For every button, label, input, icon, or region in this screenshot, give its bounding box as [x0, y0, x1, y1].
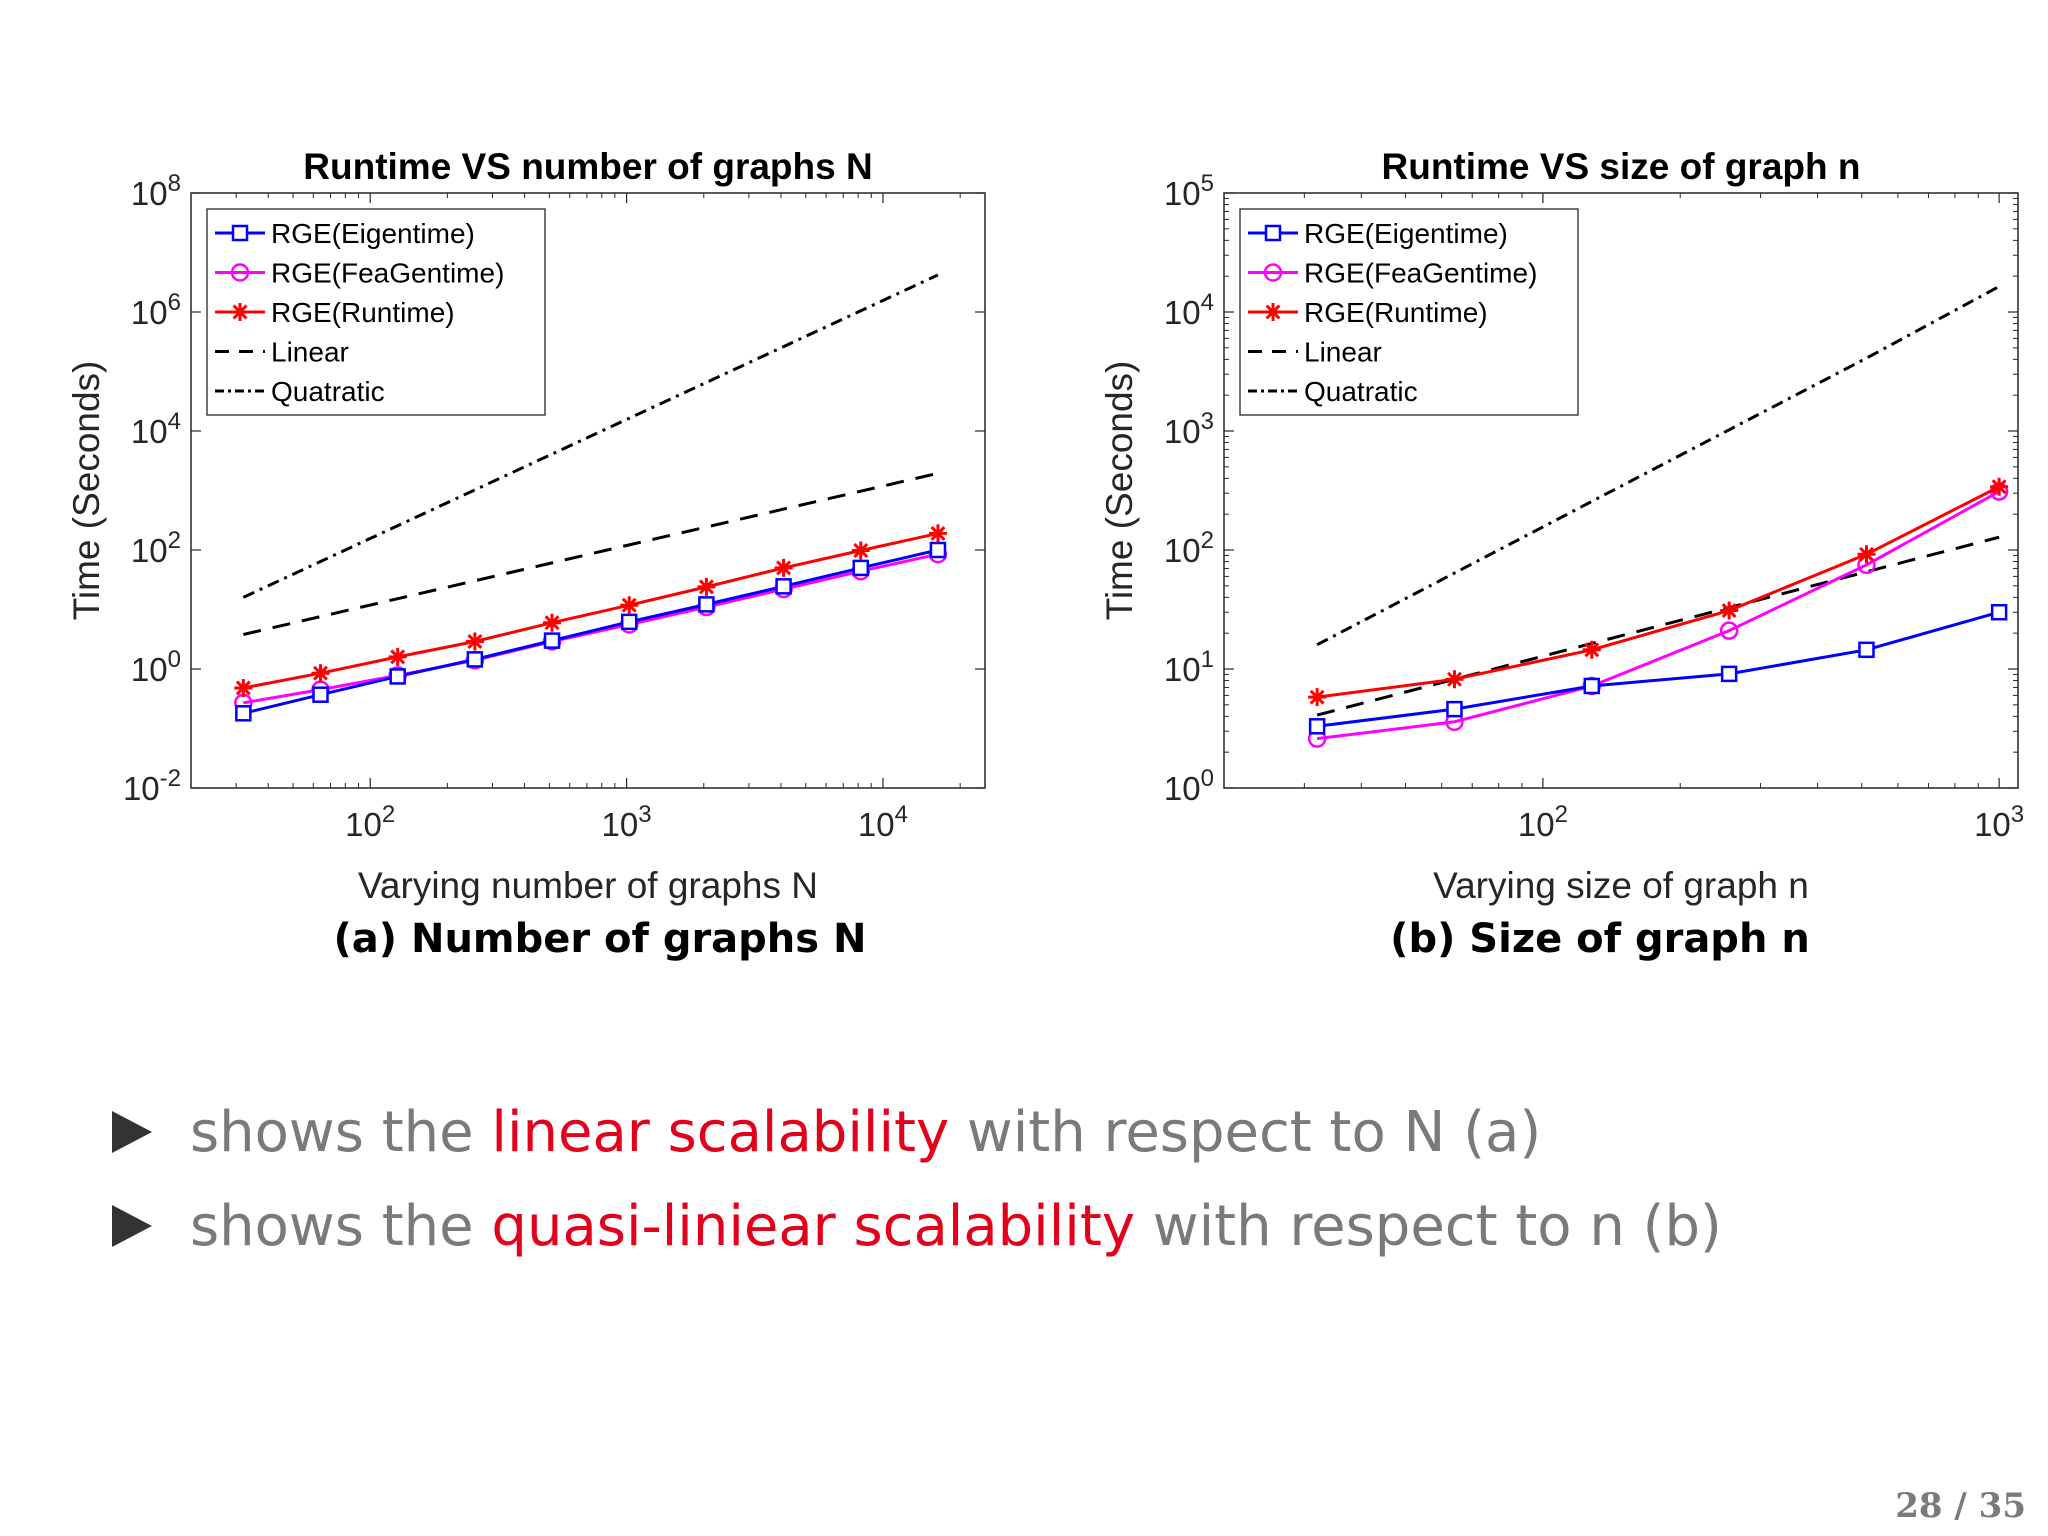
y-axis-label: Time (Seconds)	[1099, 361, 1140, 621]
legend-label: Quatratic	[271, 376, 385, 407]
y-tick-label: 104	[1164, 289, 1214, 331]
bullet-prefix: shows the	[190, 1099, 492, 1165]
series-line-RGE(Eigentime)	[242, 548, 939, 715]
series-line-Quatratic	[242, 273, 939, 599]
legend-marker	[1264, 224, 1282, 242]
data-point-RGE(Eigentime)	[389, 668, 406, 685]
x-tick-label: 102	[345, 801, 395, 843]
bullet-item: shows the quasi-liniear scalability with…	[112, 1179, 1722, 1273]
data-point-RGE(Eigentime)	[775, 578, 792, 595]
y-tick-label: 102	[131, 527, 181, 569]
data-point-RGE(Runtime)	[928, 524, 947, 543]
legend-label: RGE(Eigentime)	[1304, 218, 1508, 249]
chart-b: 102 103 100 101 102 103 104 105 Runtime VS size …	[1099, 146, 2024, 906]
data-point-RGE(Eigentime)	[235, 705, 252, 722]
series-line-RGE(Eigentime)	[1316, 610, 2000, 728]
data-point-RGE(Runtime)	[1308, 688, 1327, 707]
bullet-list: shows the linear scalability with respec…	[112, 1085, 1722, 1273]
data-point-RGE(Runtime)	[1445, 670, 1464, 689]
data-point-RGE(Eigentime)	[620, 613, 638, 631]
y-tick-label: 103	[1164, 408, 1214, 450]
legend-marker	[1263, 263, 1283, 282]
data-point-RGE(Eigentime)	[852, 559, 870, 577]
data-point-RGE(Eigentime)	[1446, 700, 1463, 718]
legend-label: RGE(Runtime)	[1304, 297, 1488, 328]
x-axis-label: Varying size of graph n	[1433, 865, 1809, 906]
data-point-RGE(Runtime)	[1990, 477, 2009, 496]
series-line-RGE(Runtime)	[1316, 485, 2000, 699]
bullet-highlight: quasi-liniear scalability	[491, 1193, 1135, 1259]
data-point-RGE(Runtime)	[620, 596, 639, 615]
y-axis-label: Time (Seconds)	[66, 361, 107, 621]
x-tick-label: 103	[1974, 801, 2024, 843]
data-point-RGE(Runtime)	[388, 647, 407, 666]
data-point-RGE(Runtime)	[1720, 601, 1739, 620]
y-tick-label: 108	[131, 170, 181, 212]
legend-label: RGE(Eigentime)	[271, 218, 475, 249]
legend-marker	[231, 303, 249, 321]
page-number: 28 / 35	[1895, 1486, 2026, 1526]
y-tick-label: 105	[1164, 170, 1214, 212]
bullet-prefix: shows the	[190, 1193, 492, 1259]
y-tick-label: 104	[131, 408, 181, 450]
x-tick-label: 103	[602, 801, 652, 843]
legend-label: RGE(FeaGentime)	[1304, 258, 1537, 289]
y-tick-label: 101	[1164, 646, 1214, 688]
legend-label: RGE(Runtime)	[271, 297, 455, 328]
legend-label: RGE(FeaGentime)	[271, 258, 504, 289]
legend-marker	[230, 263, 250, 282]
data-point-RGE(Runtime)	[465, 632, 484, 651]
bullet-item: shows the linear scalability with respec…	[112, 1085, 1722, 1179]
legend-marker	[231, 224, 249, 242]
plot-frame	[190, 192, 986, 789]
triangle-bullet-icon	[112, 1111, 152, 1153]
data-point-RGE(Eigentime)	[543, 632, 561, 649]
caption-b: (b) Size of graph n	[1390, 916, 1810, 962]
data-point-RGE(Eigentime)	[466, 651, 484, 668]
data-point-RGE(Eigentime)	[1720, 665, 1738, 683]
series-line-RGE(Runtime)	[243, 531, 939, 690]
data-point-RGE(Runtime)	[1582, 640, 1601, 659]
y-tick-label: 100	[131, 646, 181, 688]
data-point-RGE(Eigentime)	[929, 541, 947, 559]
legend-label: Quatratic	[1304, 376, 1418, 407]
data-point-RGE(Eigentime)	[698, 596, 715, 613]
y-tick-label: 100	[1164, 765, 1214, 807]
bullet-suffix: with respect to N (a)	[949, 1099, 1542, 1165]
x-tick-label: 104	[858, 801, 908, 843]
bullet-highlight: linear scalability	[491, 1099, 950, 1165]
data-point-RGE(Eigentime)	[1583, 677, 1601, 695]
series-line-RGE(FeaGentime)	[1316, 490, 2000, 741]
chart-title: Runtime VS size of graph n	[1382, 146, 1861, 187]
x-tick-label: 102	[1518, 801, 1568, 843]
legend-label: Linear	[1304, 337, 1382, 368]
data-point-RGE(Eigentime)	[312, 686, 329, 703]
data-point-RGE(Eigentime)	[1990, 603, 2008, 621]
data-point-RGE(Runtime)	[311, 664, 330, 683]
data-point-RGE(Runtime)	[234, 678, 253, 697]
series-line-RGE(FeaGentime)	[243, 552, 939, 705]
data-point-RGE(Runtime)	[851, 541, 870, 560]
plot-frame	[1223, 192, 2019, 789]
triangle-bullet-icon	[112, 1205, 152, 1247]
data-point-RGE(Runtime)	[1857, 545, 1876, 564]
y-tick-label: 10-2	[123, 765, 181, 807]
chart-a: 102 103 104 10-2 100 102 104 106 108 Runtime VS n…	[66, 146, 986, 906]
data-point-RGE(Runtime)	[774, 558, 793, 577]
data-point-RGE(FeaGentime)	[1719, 621, 1739, 640]
x-axis-label: Varying number of graphs N	[358, 865, 818, 906]
caption-a: (a) Number of graphs N	[333, 916, 867, 962]
legend-marker	[1264, 303, 1282, 321]
series-line-Quatratic	[1316, 285, 2000, 647]
legend-label: Linear	[271, 337, 349, 368]
data-point-RGE(Eigentime)	[1858, 641, 1875, 659]
y-tick-label: 102	[1164, 527, 1214, 569]
bullet-suffix: with respect to n (b)	[1134, 1193, 1722, 1259]
data-point-RGE(Eigentime)	[1308, 718, 1326, 735]
y-tick-label: 106	[131, 289, 181, 331]
chart-title: Runtime VS number of graphs N	[303, 146, 872, 187]
data-point-RGE(Runtime)	[697, 577, 716, 596]
data-point-RGE(Runtime)	[543, 613, 562, 632]
